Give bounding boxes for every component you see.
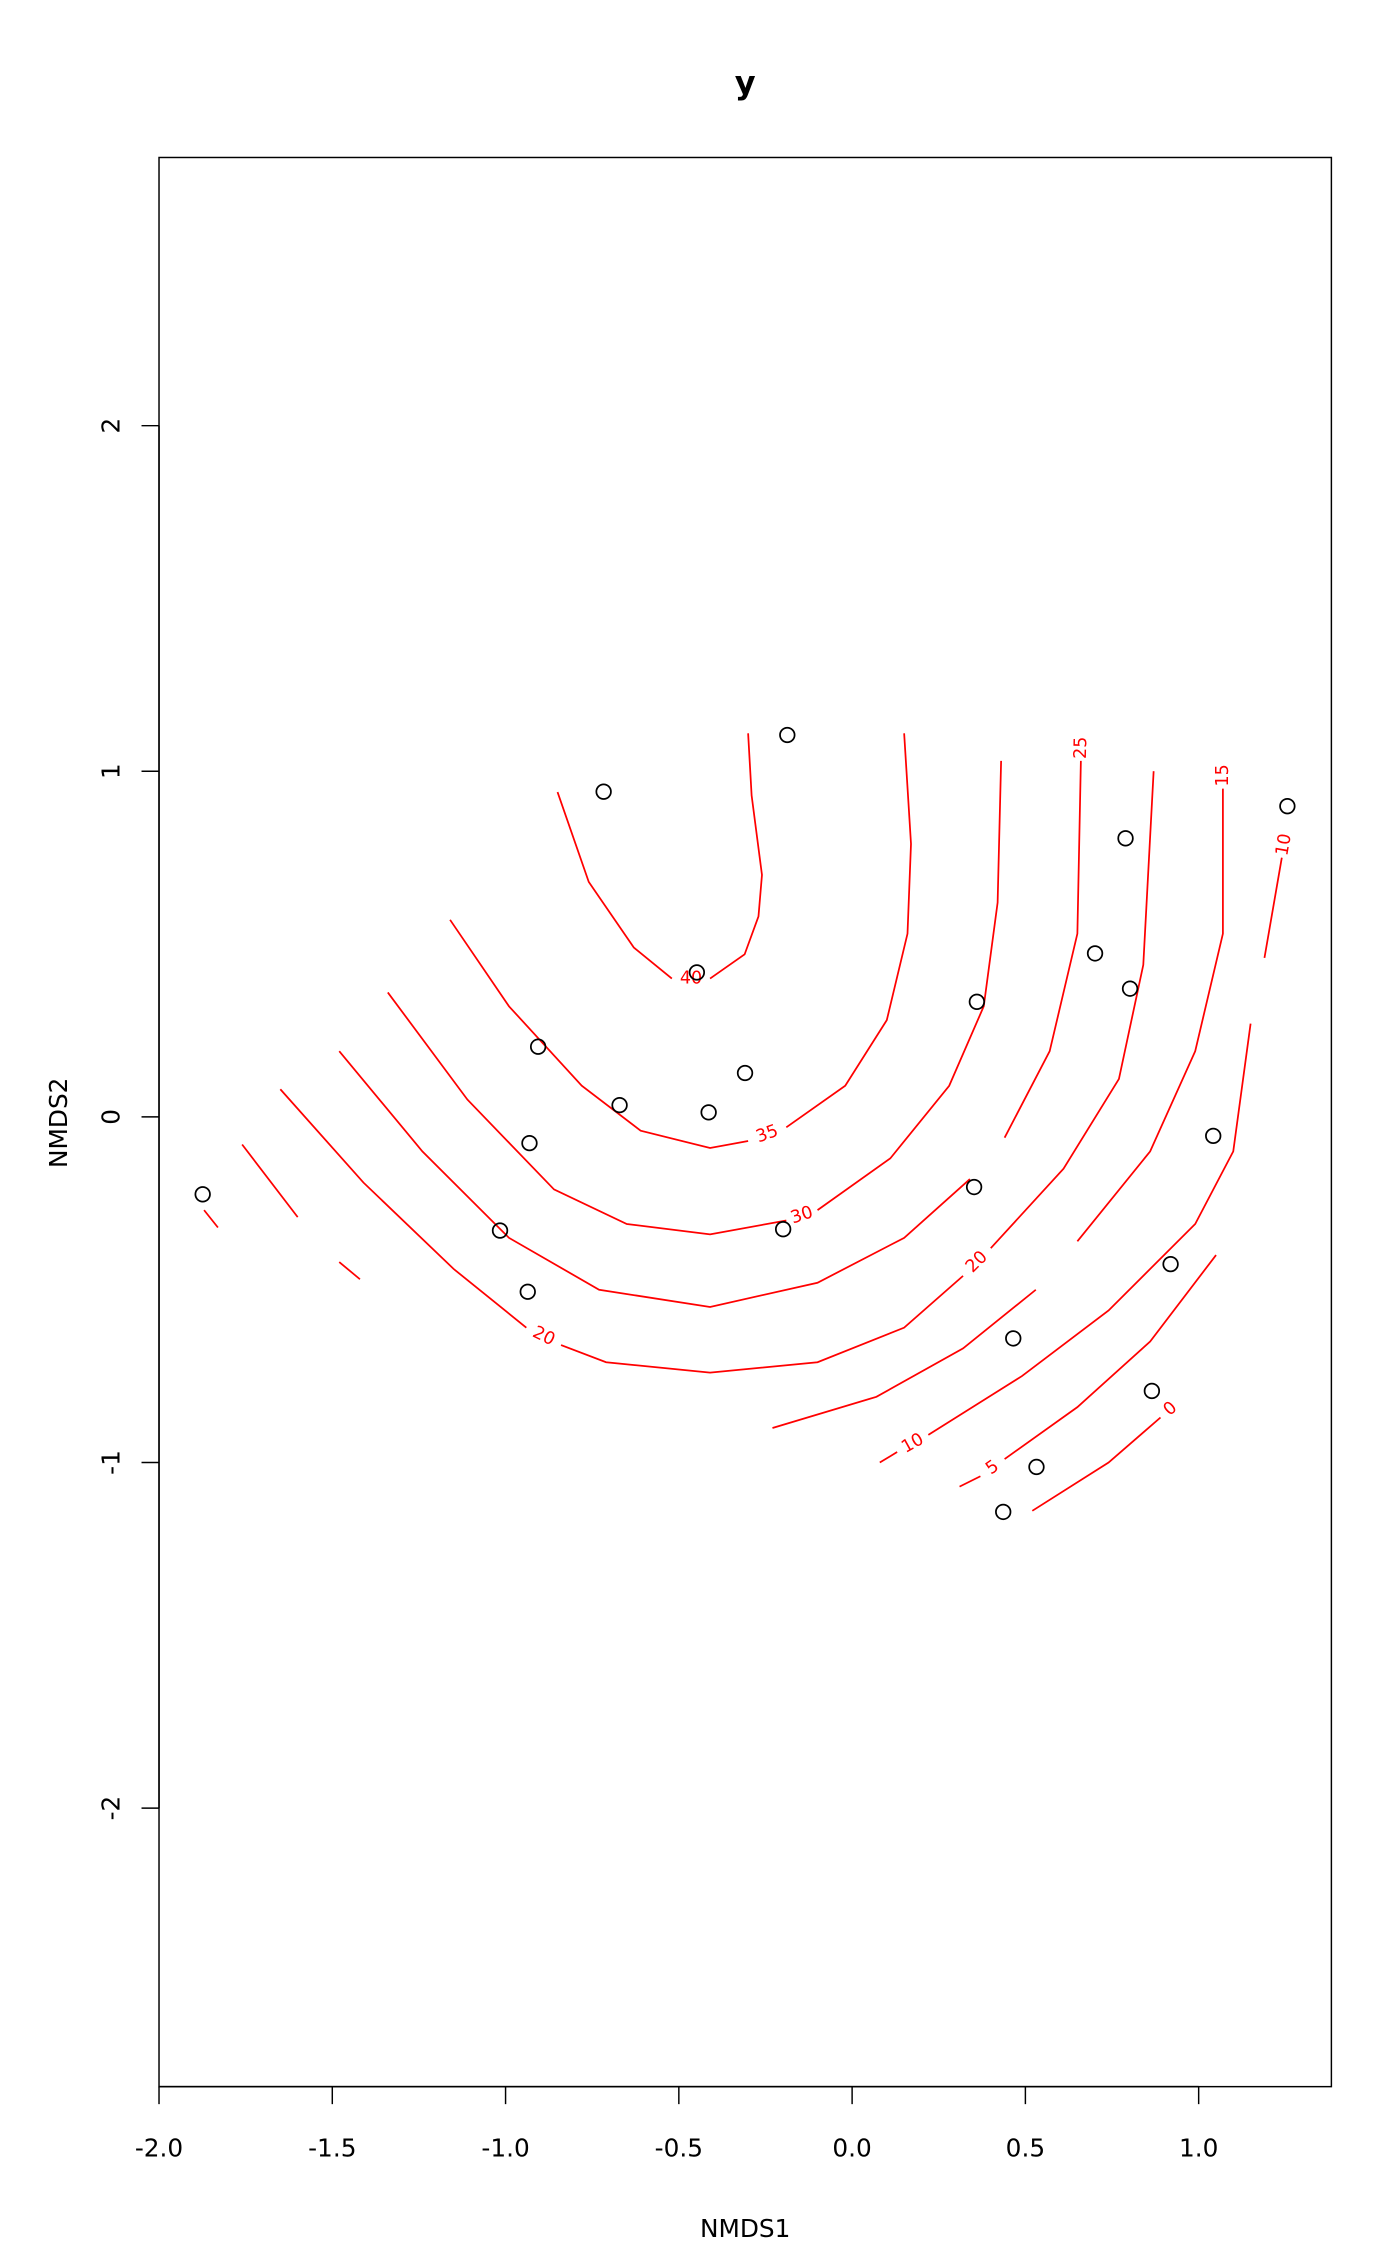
contour-line	[387, 760, 1002, 1236]
x-tick-label: 0.0	[832, 2134, 871, 2163]
y-tick-label: 1	[96, 763, 125, 779]
y-tick-label: -1	[96, 1450, 125, 1475]
contour-label: 40	[680, 969, 702, 989]
point	[688, 964, 706, 981]
point	[965, 1178, 983, 1196]
plot-frame	[158, 156, 1333, 2088]
point	[1279, 798, 1296, 815]
point	[1117, 830, 1134, 847]
x-tick-label: -0.5	[655, 2134, 703, 2163]
contour-line	[203, 857, 1283, 1464]
contour-label: 15	[1213, 764, 1233, 786]
point	[595, 783, 612, 800]
contour-label: 10	[1272, 832, 1295, 857]
y-axis-label: NMDS2	[44, 1078, 73, 1168]
point	[995, 1503, 1012, 1521]
point	[194, 1186, 211, 1203]
contour-label: 35	[753, 1121, 781, 1147]
contour-label: 30	[788, 1202, 815, 1228]
point	[529, 1038, 547, 1055]
x-tick-label: -1.0	[481, 2134, 529, 2163]
y-tick-label: 2	[96, 418, 125, 434]
contour-label: 5	[982, 1456, 1003, 1479]
point	[1143, 1382, 1161, 1400]
point	[491, 1222, 509, 1239]
contour-line	[241, 788, 1224, 1429]
point	[1086, 945, 1104, 962]
contour-label: 0	[1160, 1398, 1181, 1420]
point	[1205, 1127, 1222, 1145]
y-tick-label: -2	[96, 1796, 125, 1821]
point	[519, 1283, 536, 1300]
contour-label: 10	[898, 1429, 927, 1457]
x-tick-label: -1.5	[308, 2134, 356, 2163]
x-tick-label: -2.0	[135, 2134, 183, 2163]
point	[968, 993, 986, 1010]
y-tick-label: 0	[96, 1109, 125, 1125]
contour-line	[338, 760, 1082, 1308]
contour-line	[959, 1254, 1217, 1488]
contour-line	[449, 733, 912, 1149]
point	[779, 726, 796, 744]
contour-line	[1031, 1416, 1162, 1512]
point	[611, 1096, 628, 1114]
point	[736, 1064, 754, 1082]
point	[1005, 1330, 1022, 1347]
contour-label: 20	[529, 1322, 558, 1350]
contour-line	[556, 733, 763, 980]
point	[700, 1104, 717, 1121]
point	[1121, 980, 1139, 997]
contour-line	[279, 771, 1155, 1374]
x-tick-label: 0.5	[1006, 2134, 1045, 2163]
point	[774, 1221, 792, 1238]
x-axis-label: NMDS1	[700, 2214, 790, 2243]
point	[1028, 1458, 1045, 1476]
contour-label: 25	[1071, 736, 1091, 759]
x-tick-label: 1.0	[1179, 2134, 1218, 2163]
point	[1162, 1255, 1179, 1273]
contour-label: 20	[962, 1247, 992, 1277]
point	[521, 1134, 538, 1152]
chart-title: y	[735, 63, 756, 101]
